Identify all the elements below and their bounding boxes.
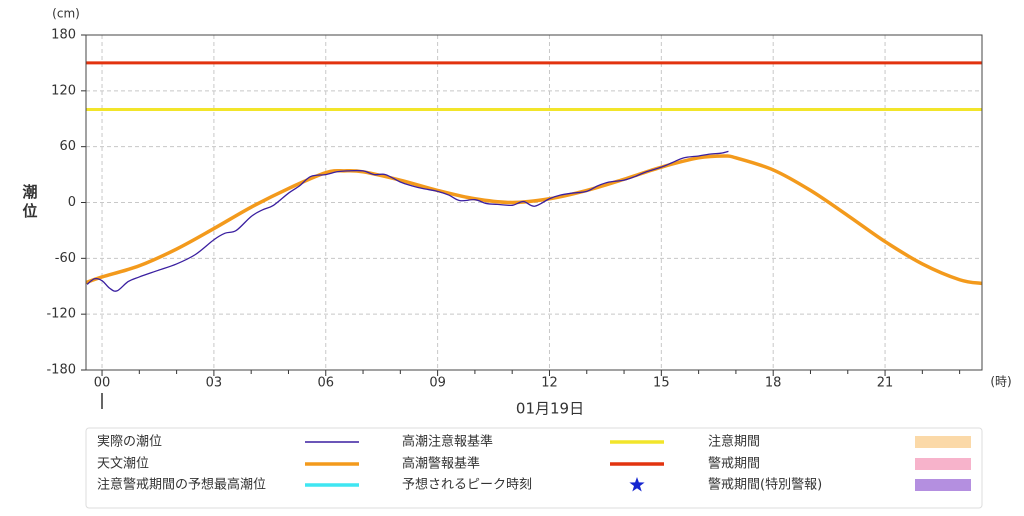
- legend-label: 高潮警報基準: [402, 456, 480, 472]
- legend-swatch: [915, 479, 971, 491]
- y-tick-label: 120: [51, 83, 76, 98]
- date-label: 01月19日: [516, 400, 584, 418]
- legend-label: 注意警戒期間の予想最高潮位: [97, 477, 266, 493]
- legend-box: [85, 427, 983, 509]
- series-line: [86, 150, 729, 292]
- plot-frame: [85, 34, 983, 371]
- y-tick-label: 180: [51, 28, 76, 43]
- legend-swatch: [629, 477, 645, 492]
- y-tick-label: -180: [46, 363, 76, 378]
- x-tick-label: 06: [317, 376, 334, 391]
- x-tick-label: 03: [206, 376, 223, 391]
- legend-label: 警戒期間(特別警報): [708, 477, 822, 493]
- x-tick-label: 18: [765, 376, 782, 391]
- legend-label: 警戒期間: [708, 456, 760, 472]
- x-tick-label: 00: [94, 376, 111, 391]
- legend-label: 天文潮位: [97, 457, 149, 472]
- x-unit: (時): [990, 375, 1011, 389]
- x-tick-label: 09: [429, 376, 446, 391]
- x-tick-label: 21: [877, 376, 894, 391]
- legend-label: 実際の潮位: [97, 434, 162, 450]
- y-tick-label: 60: [59, 139, 76, 154]
- y-tick-label: -120: [46, 307, 76, 322]
- legend-label: 高潮注意報基準: [402, 434, 493, 450]
- y-tick-label: 0: [68, 195, 76, 210]
- y-label: 潮位: [21, 183, 39, 222]
- y-tick-label: -60: [55, 251, 76, 266]
- legend-label: 予想されるピーク時刻: [402, 477, 532, 493]
- x-tick-label: 15: [653, 376, 670, 391]
- series-line: [85, 154, 983, 286]
- legend-swatch: [915, 458, 971, 470]
- x-tick-label: 12: [541, 376, 558, 391]
- y-unit: (cm): [52, 7, 80, 21]
- legend-swatch: [915, 436, 971, 448]
- legend-label: 注意期間: [708, 434, 760, 450]
